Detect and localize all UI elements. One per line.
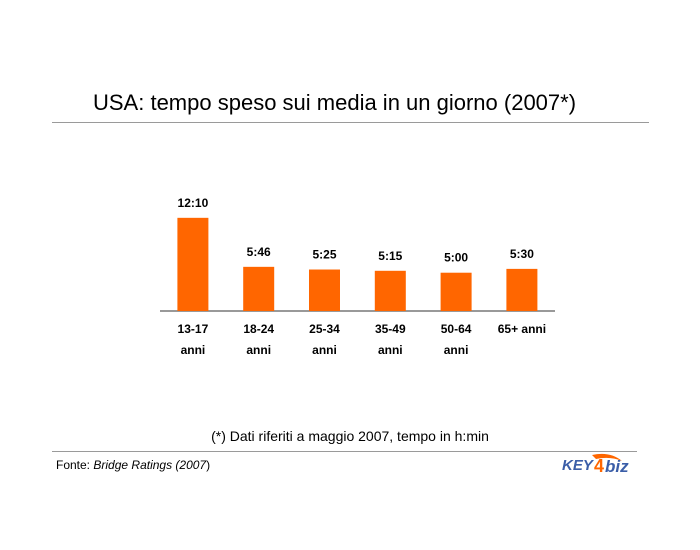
data-label-3: 5:15 — [378, 249, 402, 263]
source-name: Bridge Ratings (2007 — [93, 458, 207, 472]
data-label-2: 5:25 — [312, 248, 336, 262]
bar-3 — [374, 270, 406, 311]
bar-1 — [243, 266, 275, 311]
source-label: Fonte: — [56, 458, 91, 472]
source-line: Fonte: Bridge Ratings (2007) — [56, 458, 210, 472]
data-label-1: 5:46 — [247, 245, 271, 259]
tick-label-5: 65+ anni — [498, 322, 546, 336]
svg-text:KEY: KEY — [562, 457, 595, 474]
tick-label-3: 35-49 anni — [375, 322, 406, 357]
data-label-0: 12:10 — [178, 196, 209, 210]
bar-0 — [177, 217, 209, 311]
svg-text:4: 4 — [594, 456, 604, 475]
tick-label-1: 18-24 anni — [243, 322, 274, 357]
tick-label-4: 50-64 anni — [441, 322, 472, 357]
key4biz-logo-icon: KEY 4 biz — [562, 453, 629, 475]
data-label-4: 5:00 — [444, 251, 468, 265]
tick-label-2: 25-34 anni — [309, 322, 340, 357]
bar-4 — [440, 272, 472, 311]
source-close: ) — [206, 458, 211, 472]
bar-5 — [506, 268, 538, 311]
title-divider — [52, 122, 649, 123]
chart-title: USA: tempo speso sui media in un giorno … — [93, 90, 577, 115]
tick-label-0: 13-17 anni — [178, 322, 209, 357]
data-label-5: 5:30 — [510, 247, 534, 261]
svg-text:biz: biz — [605, 457, 629, 475]
bar-2 — [309, 269, 340, 311]
chart-note: (*) Dati riferiti a maggio 2007, tempo i… — [211, 428, 489, 444]
footer-divider — [52, 451, 637, 452]
